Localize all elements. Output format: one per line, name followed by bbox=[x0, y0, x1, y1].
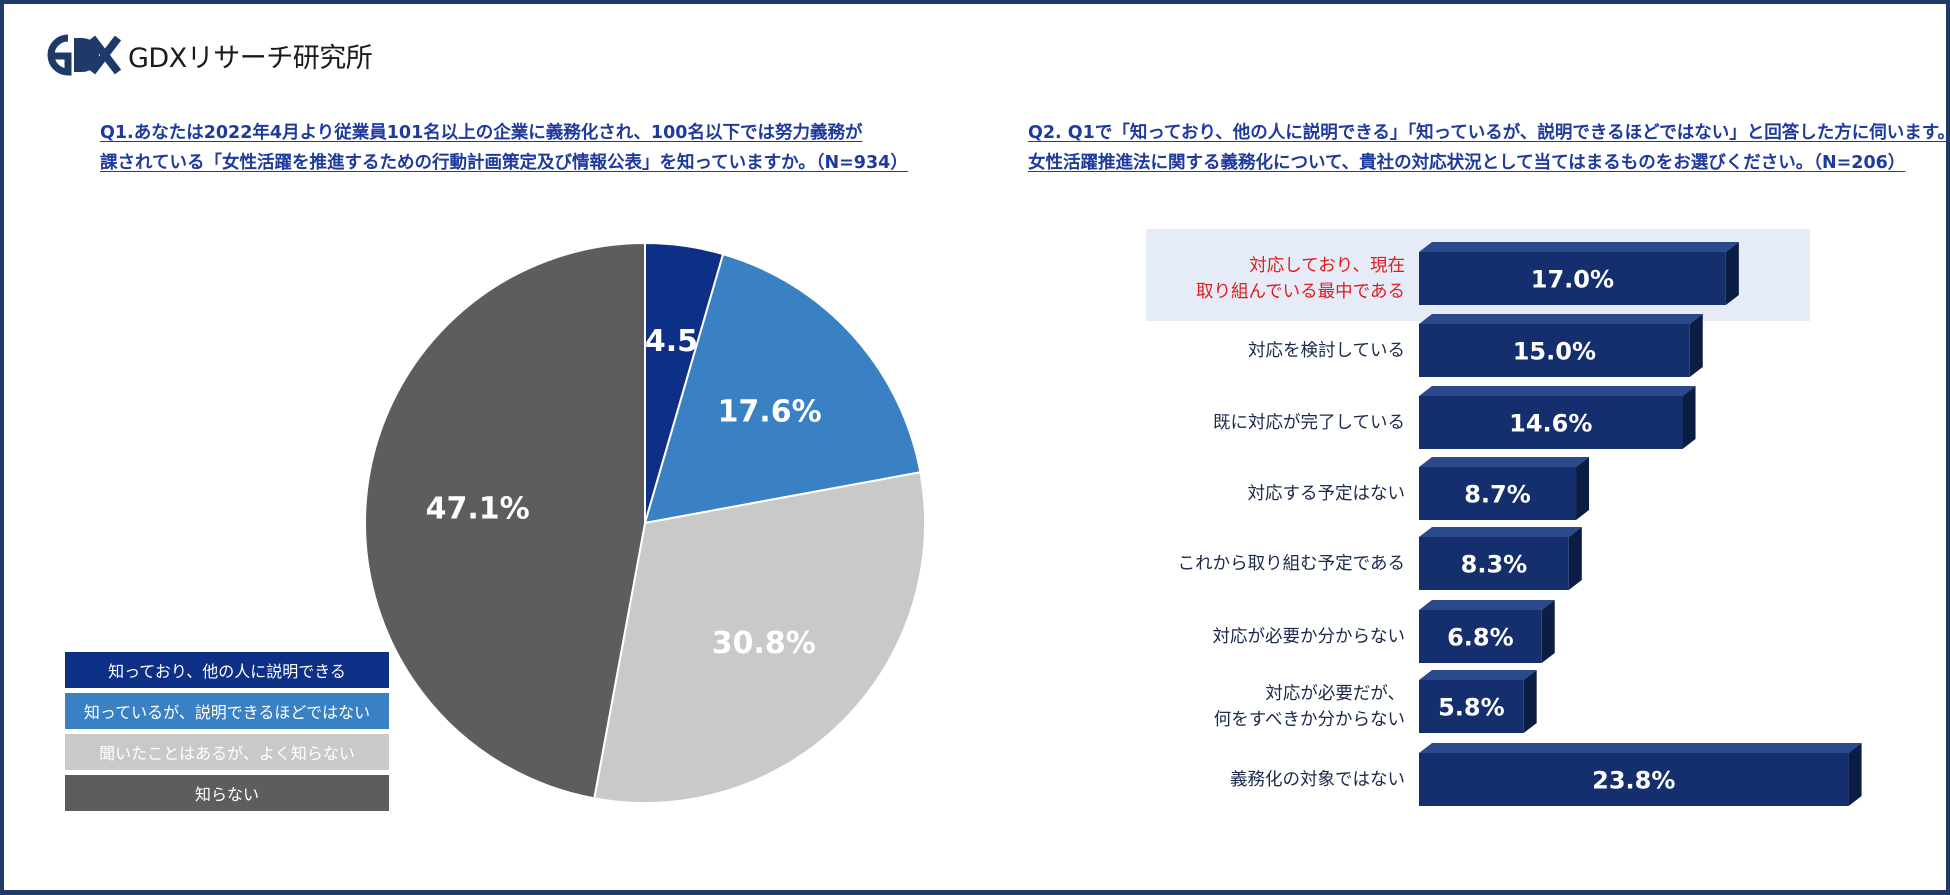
legend-item: 知っているが、説明できるほどではない bbox=[65, 693, 389, 729]
bar-category-label: 対応が必要か分からない bbox=[1213, 624, 1406, 650]
bar-category-label-line: これから取り組む予定である bbox=[1177, 553, 1405, 574]
bar-value-label: 5.8% bbox=[1438, 694, 1505, 722]
bar-side-face bbox=[1689, 314, 1703, 377]
bar-top-face bbox=[1419, 670, 1537, 680]
bar-category-label-line: 対応しており、現在 bbox=[1249, 255, 1405, 276]
bar: 8.3% bbox=[1419, 527, 1582, 590]
gdx-logo-icon bbox=[47, 34, 122, 76]
q2-title-line1: Q2. Q1で「知っており、他の人に説明できる」「知っているが、説明できるほどで… bbox=[1028, 123, 1950, 143]
logo: GDXリサーチ研究所 bbox=[30, 30, 373, 80]
bar-value-label: 17.0% bbox=[1531, 266, 1614, 294]
bar-side-face bbox=[1523, 670, 1537, 733]
pie-slice bbox=[364, 241, 646, 800]
pie-slice-label: 17.6% bbox=[718, 394, 822, 429]
bar-category-label-line: 対応が必要だが、 bbox=[1265, 683, 1405, 704]
bar: 15.0% bbox=[1419, 314, 1703, 377]
logo-text: GDXリサーチ研究所 bbox=[128, 42, 373, 74]
bar-category-label: 対応しており、現在取り組んでいる最中である bbox=[1196, 253, 1405, 305]
bar-side-face bbox=[1682, 386, 1696, 449]
bar: 5.8% bbox=[1419, 670, 1537, 733]
bar-top-face bbox=[1419, 242, 1739, 252]
pie-legend: 知っており、他の人に説明できる 知っているが、説明できるほどではない 聞いたことはあ… bbox=[65, 652, 389, 816]
bar-front-face bbox=[1419, 537, 1569, 590]
bar-side-face bbox=[1725, 242, 1739, 305]
bar-value-label: 14.6% bbox=[1509, 410, 1592, 438]
q2-title: Q2. Q1で「知っており、他の人に説明できる」「知っているが、説明できるほどで… bbox=[1028, 118, 1950, 178]
q1-title-line2: 課されている「女性活躍を推進するための行動計画策定及び情報公表」を知っていますか… bbox=[100, 153, 908, 173]
bar-category-label-line: 対応する予定はない bbox=[1247, 483, 1406, 504]
bar-category-label-line: 取り組んでいる最中である bbox=[1196, 281, 1405, 302]
bar-top-face bbox=[1419, 386, 1696, 396]
bar-value-label: 6.8% bbox=[1447, 624, 1514, 652]
legend-item: 知っており、他の人に説明できる bbox=[65, 652, 389, 688]
bar-side-face bbox=[1541, 600, 1555, 663]
bar-category-label-line: 対応を検討している bbox=[1248, 340, 1405, 361]
bar-front-face bbox=[1419, 610, 1542, 663]
bar-top-face bbox=[1419, 743, 1862, 753]
bar: 6.8% bbox=[1419, 600, 1555, 663]
bar-top-face bbox=[1419, 457, 1590, 467]
bar-value-label: 8.7% bbox=[1464, 481, 1531, 509]
bar-value-label: 15.0% bbox=[1513, 338, 1596, 366]
bar-front-face bbox=[1419, 396, 1683, 449]
pie-slice-label: 47.1% bbox=[426, 492, 530, 527]
legend-item: 聞いたことはあるが、よく知らない bbox=[65, 734, 389, 770]
bar-front-face bbox=[1419, 753, 1849, 806]
bar-top-face bbox=[1419, 314, 1703, 324]
bar-side-face bbox=[1576, 457, 1590, 520]
q1-title-line1: Q1.あなたは2022年4月より従業員101名以上の企業に義務化され、100名以… bbox=[100, 123, 863, 143]
bar-front-face bbox=[1419, 252, 1726, 305]
bar-top-face bbox=[1419, 527, 1582, 537]
bar-front-face bbox=[1419, 324, 1690, 377]
bar-category-label: 対応を検討している bbox=[1248, 338, 1405, 364]
bar-category-label-line: 対応が必要か分からない bbox=[1212, 626, 1406, 647]
bar: 17.0% bbox=[1419, 242, 1739, 305]
bar-category-label: 対応が必要だが、何をすべきか分からない bbox=[1214, 681, 1405, 733]
pie-slice bbox=[593, 471, 926, 804]
bar-side-face bbox=[1848, 743, 1862, 806]
bar-category-label: これから取り組む予定である bbox=[1178, 551, 1405, 577]
bar-value-label: 8.3% bbox=[1461, 551, 1528, 579]
pie-slice bbox=[643, 252, 922, 525]
bar-category-label: 対応する予定はない bbox=[1248, 481, 1406, 507]
bar-category-label: 義務化の対象ではない bbox=[1230, 767, 1405, 793]
legend-item: 知らない bbox=[65, 775, 389, 811]
bar-top-face bbox=[1419, 600, 1555, 610]
bar-category-label: 既に対応が完了している bbox=[1213, 410, 1405, 436]
bar-category-label-line: 既に対応が完了している bbox=[1213, 412, 1405, 433]
bar-side-face bbox=[1568, 527, 1582, 590]
bar: 14.6% bbox=[1419, 386, 1696, 449]
bar-category-label-line: 義務化の対象ではない bbox=[1230, 769, 1405, 790]
bar-value-label: 23.8% bbox=[1592, 767, 1675, 795]
bar-front-face bbox=[1419, 680, 1524, 733]
q1-title: Q1.あなたは2022年4月より従業員101名以上の企業に義務化され、100名以… bbox=[100, 118, 908, 178]
pie-chart: 4.5%17.6%30.8%47.1% bbox=[364, 241, 926, 804]
bar-front-face bbox=[1419, 467, 1577, 520]
bar-category-label-line: 何をすべきか分からない bbox=[1213, 709, 1405, 730]
bar: 8.7% bbox=[1419, 457, 1590, 520]
pie-slice-label: 30.8% bbox=[712, 626, 816, 661]
bar: 23.8% bbox=[1419, 743, 1862, 806]
q2-title-line2: 女性活躍推進法に関する義務化について、貴社の対応状況として当てはまるものをお選び… bbox=[1028, 153, 1906, 173]
